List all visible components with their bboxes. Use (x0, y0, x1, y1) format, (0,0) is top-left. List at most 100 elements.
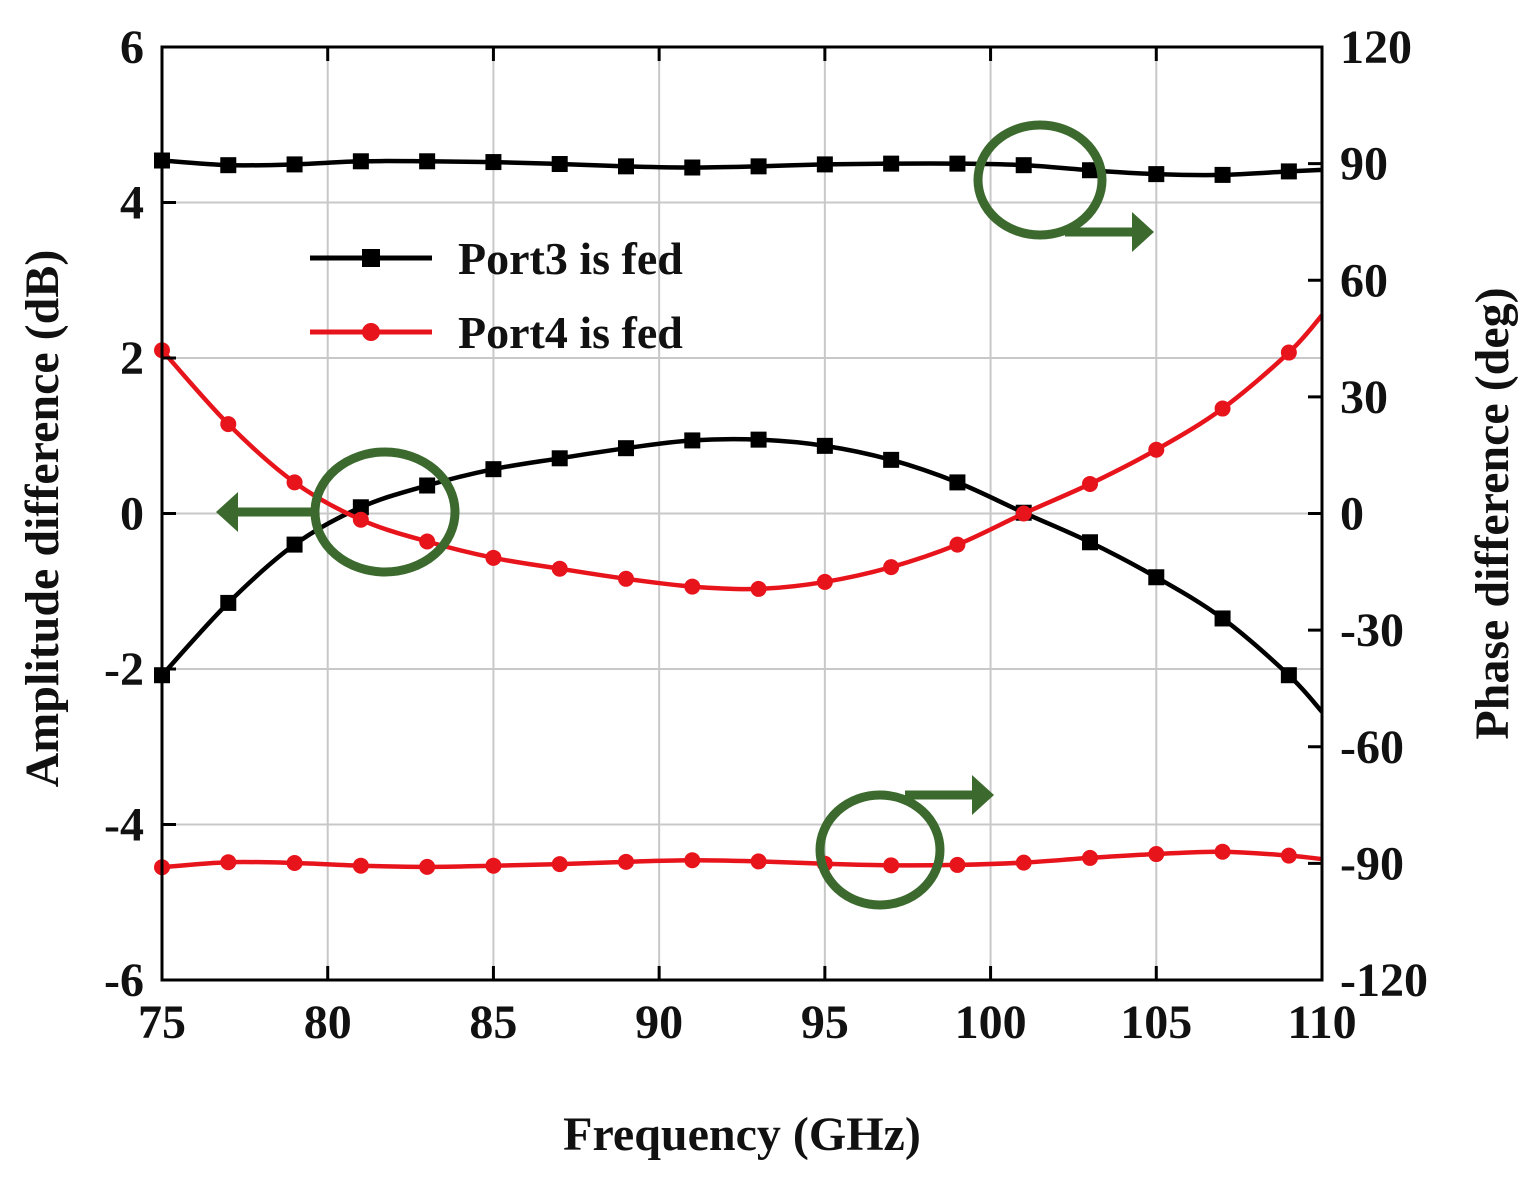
x-tick-label: 85 (469, 996, 517, 1049)
data-point-circle (551, 560, 568, 577)
data-point-square (419, 477, 436, 494)
annotation-ellipse-phase-port3 (973, 120, 1107, 240)
data-point-circle (1015, 854, 1032, 871)
data-point-square (551, 156, 568, 173)
data-point-square (352, 499, 369, 516)
y-right-tick-label: -60 (1340, 721, 1404, 774)
data-point-square (750, 431, 767, 448)
x-tick-label: 75 (138, 996, 186, 1049)
y-right-tick-label: 0 (1340, 488, 1364, 541)
data-point-square (352, 153, 369, 170)
x-tick-label: 95 (801, 996, 849, 1049)
data-point-square (1015, 157, 1032, 174)
data-point-square (618, 158, 634, 175)
annotation-ellipse-phase-port4 (815, 790, 945, 910)
annotation-arrow-right-lower (905, 775, 994, 815)
data-point-circle (750, 580, 767, 597)
data-point-circle (1148, 441, 1165, 458)
series-line (160, 313, 1324, 592)
y-left-tick-label: -4 (104, 799, 144, 852)
data-point-square (485, 154, 502, 171)
data-point-circle (1148, 846, 1165, 863)
data-point-square (750, 158, 767, 175)
legend-label-port3: Port3 is fed (458, 233, 683, 284)
arrow-head (972, 775, 994, 815)
y-right-tick-label: -120 (1340, 954, 1428, 1007)
data-point-square (684, 432, 701, 449)
data-point-square (1148, 569, 1165, 586)
annotation-arrow-left (216, 492, 318, 532)
data-point-circle (352, 857, 369, 874)
arrow-head (216, 492, 238, 532)
series-line (161, 158, 1323, 178)
legend-marker-port3 (362, 249, 380, 267)
data-point-circle (618, 570, 634, 587)
series-port3-phase (154, 152, 1323, 183)
data-point-circle (684, 852, 701, 869)
data-point-square (618, 440, 634, 457)
y-right-tick-label: -90 (1340, 837, 1404, 890)
data-point-square (816, 437, 833, 454)
data-point-square (220, 594, 237, 611)
annotation-arrow-right-upper (1065, 212, 1154, 252)
x-axis-title: Frequency (GHz) (563, 1108, 921, 1161)
y-left-tick-label: -6 (104, 954, 144, 1007)
y-left-tick-label: 4 (120, 177, 144, 230)
series-layer (154, 152, 1324, 876)
grid-layer (162, 47, 1322, 980)
data-point-square (949, 474, 966, 491)
data-point-square (816, 156, 833, 173)
y-axis-left-title: Amplitude difference (dB) (16, 250, 69, 788)
y-left-tick-label: 6 (120, 21, 144, 74)
series-port3-amplitude (154, 431, 1324, 714)
annotation-ellipse-amplitude (310, 447, 460, 577)
y-left-tick-label: 2 (120, 332, 144, 385)
data-point-square (286, 536, 303, 553)
data-point-circle (1214, 400, 1231, 417)
data-point-square (220, 157, 237, 174)
data-point-circle (220, 854, 237, 871)
data-point-circle (883, 857, 900, 874)
data-point-square (485, 461, 502, 478)
data-point-square (883, 451, 900, 468)
data-point-circle (750, 853, 767, 870)
data-point-circle (1280, 344, 1297, 361)
arrow-head (1132, 212, 1154, 252)
data-point-square (949, 155, 966, 172)
legend-label-port4: Port4 is fed (458, 307, 683, 358)
data-point-circle (883, 559, 900, 576)
x-tick-label: 110 (1287, 996, 1356, 1049)
data-point-square (286, 156, 303, 173)
y-right-tick-label: 60 (1340, 254, 1388, 307)
ticks-layer: 75 80 85 90 95 100 105 110 6 4 2 0 -2 -4 -6 120 90 60 30 0 -… (104, 21, 1428, 1049)
y-right-tick-label: -30 (1340, 604, 1404, 657)
data-point-circle (485, 549, 502, 566)
data-point-circle (949, 536, 966, 553)
data-point-square (419, 153, 436, 170)
y-left-tick-label: 0 (120, 488, 144, 541)
data-point-circle (551, 856, 568, 873)
series-line (160, 436, 1324, 714)
y-right-tick-label: 90 (1340, 138, 1388, 191)
series-port4-phase (154, 843, 1323, 876)
data-point-circle (286, 854, 303, 871)
x-tick-label: 100 (955, 996, 1027, 1049)
y-right-tick-label: 30 (1340, 371, 1388, 424)
data-point-square (551, 450, 568, 467)
data-point-square (1214, 166, 1231, 183)
data-point-circle (1280, 847, 1297, 864)
data-point-circle (1082, 849, 1098, 866)
x-tick-label: 90 (635, 996, 683, 1049)
data-point-circle (1082, 475, 1098, 492)
y-right-tick-label: 120 (1340, 21, 1412, 74)
data-point-square (883, 155, 900, 172)
data-point-circle (1015, 505, 1032, 522)
data-point-square (1280, 163, 1297, 180)
data-point-circle (485, 857, 502, 874)
legend-marker-port4 (362, 323, 380, 341)
data-point-circle (286, 474, 303, 491)
data-point-circle (220, 416, 237, 433)
data-point-circle (1214, 843, 1231, 860)
x-tick-label: 80 (304, 996, 352, 1049)
